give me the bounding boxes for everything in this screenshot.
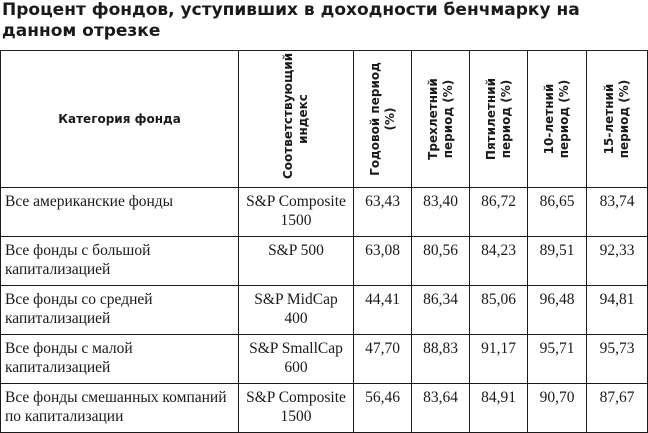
header-period-10y-label: 10-летний период (%) [542, 79, 571, 159]
cell-period-1y: 56,46 [353, 383, 412, 433]
cell-category: Все фонды со средней капитализацией [0, 285, 239, 335]
table-row: Все фонды с большой капитализацией S&P 5… [0, 236, 648, 286]
cell-period-5y: 85,06 [469, 285, 528, 335]
header-index: Соответствующий индекс [238, 50, 354, 188]
cell-period-3y: 83,40 [411, 187, 470, 237]
cell-index: S&P SmallCap 600 [238, 334, 354, 384]
cell-period-5y: 86,72 [469, 187, 528, 237]
header-index-label: Соответствующий индекс [281, 52, 310, 179]
fund-underperformance-table: Категория фонда Соответствующий индекс Г… [0, 50, 648, 433]
cell-period-15y: 94,81 [586, 285, 648, 335]
cell-period-1y: 63,43 [353, 187, 412, 237]
cell-period-3y: 80,56 [411, 236, 470, 286]
page-title: Процент фондов, уступивших в доходности … [2, 0, 580, 41]
cell-period-3y: 86,34 [411, 285, 470, 335]
cell-period-10y: 90,70 [527, 383, 587, 433]
header-period-1y: Годовой период (%) [353, 50, 412, 188]
header-category: Категория фонда [0, 50, 239, 188]
cell-period-10y: 95,71 [527, 334, 587, 384]
cell-period-10y: 96,48 [527, 285, 587, 335]
header-category-label: Категория фонда [58, 112, 181, 126]
cell-period-15y: 87,67 [586, 383, 648, 433]
cell-period-3y: 83,64 [411, 383, 470, 433]
cell-index: S&P 500 [238, 236, 354, 286]
header-period-3y: Трехлетний период (%) [411, 50, 470, 188]
cell-category: Все фонды с большой капитализацией [0, 236, 239, 286]
cell-category: Все фонды смешанных компаний по капитали… [0, 383, 239, 433]
cell-category: Все фонды с малой капитализацией [0, 334, 239, 384]
cell-period-15y: 92,33 [586, 236, 648, 286]
header-period-15y: 15-летний период (%) [586, 50, 648, 188]
cell-index: S&P Composite 1500 [238, 383, 354, 433]
header-period-5y-label: Пятилетний период (%) [483, 77, 513, 161]
cell-period-15y: 83,74 [586, 187, 648, 237]
cell-period-10y: 86,65 [527, 187, 587, 237]
header-period-3y-label: Трехлетний период (%) [425, 78, 455, 160]
cell-period-1y: 47,70 [353, 334, 412, 384]
header-period-15y-label: 15-летний период (%) [602, 79, 631, 159]
header-period-5y: Пятилетний период (%) [469, 50, 528, 188]
cell-period-5y: 84,91 [469, 383, 528, 433]
table-row: Все фонды со средней капитализацией S&P … [0, 285, 648, 335]
cell-period-1y: 44,41 [353, 285, 412, 335]
header-period-1y-label: Годовой период (%) [367, 62, 397, 176]
cell-period-5y: 84,23 [469, 236, 528, 286]
cell-index: S&P MidCap 400 [238, 285, 354, 335]
cell-period-10y: 89,51 [527, 236, 587, 286]
header-row: Категория фонда Соответствующий индекс Г… [0, 50, 648, 188]
cell-category: Все американские фонды [0, 187, 239, 237]
table-row: Все американские фонды S&P Composite 150… [0, 187, 648, 237]
table-row: Все фонды смешанных компаний по капитали… [0, 383, 648, 433]
cell-period-15y: 95,73 [586, 334, 648, 384]
table-row: Все фонды с малой капитализацией S&P Sma… [0, 334, 648, 384]
header-period-10y: 10-летний период (%) [527, 50, 587, 188]
cell-index: S&P Composite 1500 [238, 187, 354, 237]
cell-period-3y: 88,83 [411, 334, 470, 384]
cell-period-5y: 91,17 [469, 334, 528, 384]
cell-period-1y: 63,08 [353, 236, 412, 286]
